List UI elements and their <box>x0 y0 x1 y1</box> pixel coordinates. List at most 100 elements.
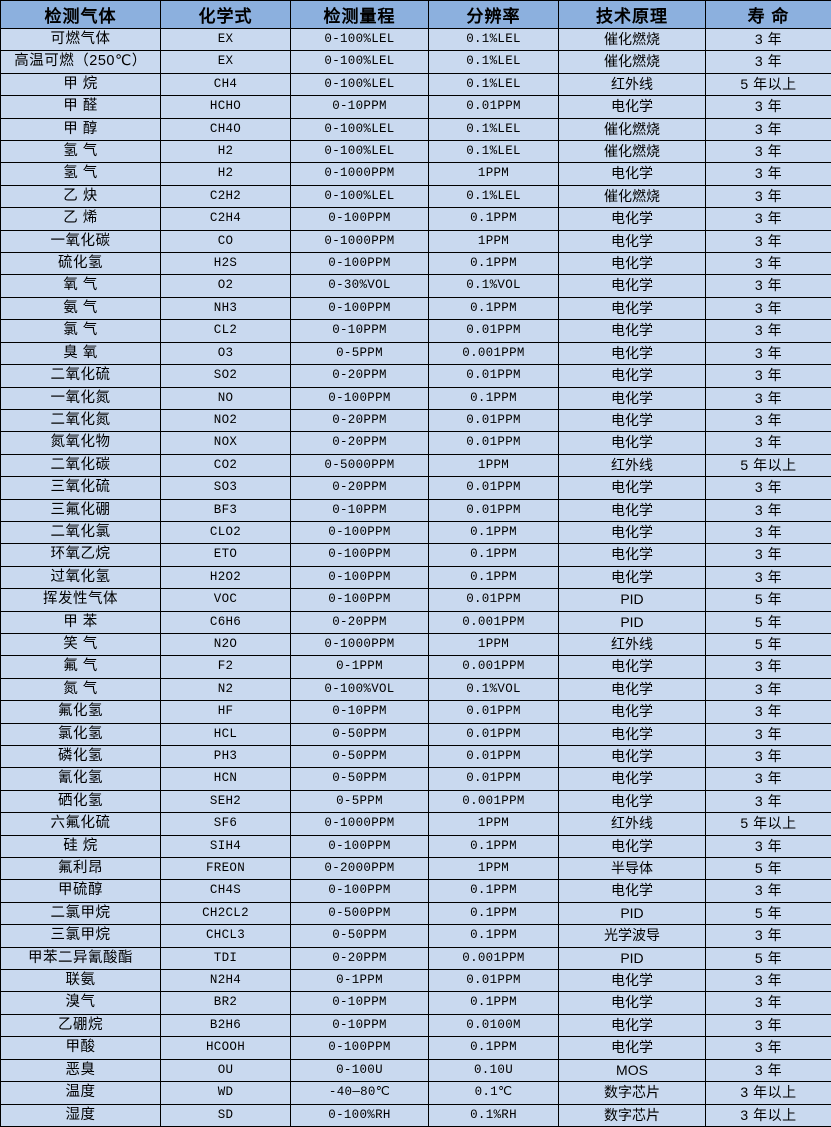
cell-resolution: 0.001PPM <box>429 342 559 364</box>
cell-life: 3 年 <box>706 656 831 678</box>
cell-principle: 电化学 <box>559 208 706 230</box>
cell-gas: 乙 烯 <box>1 208 161 230</box>
cell-resolution: 0.0100M <box>429 1014 559 1036</box>
cell-range: 0-100PPM <box>291 589 429 611</box>
cell-gas: 一氧化碳 <box>1 230 161 252</box>
cell-formula: HCHO <box>161 96 291 118</box>
cell-principle: 电化学 <box>559 499 706 521</box>
cell-life: 3 年 <box>706 230 831 252</box>
cell-principle: PID <box>559 589 706 611</box>
cell-life: 3 年 <box>706 992 831 1014</box>
cell-resolution: 0.1%LEL <box>429 51 559 73</box>
cell-resolution: 0.1PPM <box>429 521 559 543</box>
cell-range: -40—80℃ <box>291 1082 429 1104</box>
cell-life: 3 年 <box>706 387 831 409</box>
cell-formula: H2S <box>161 253 291 275</box>
cell-gas: 氧 气 <box>1 275 161 297</box>
cell-principle: 电化学 <box>559 409 706 431</box>
cell-resolution: 0.01PPM <box>429 723 559 745</box>
cell-life: 3 年 <box>706 51 831 73</box>
cell-principle: 电化学 <box>559 365 706 387</box>
cell-range: 0-1PPM <box>291 656 429 678</box>
cell-life: 3 年 <box>706 342 831 364</box>
cell-gas: 甲酸 <box>1 1037 161 1059</box>
cell-range: 0-5PPM <box>291 790 429 812</box>
cell-resolution: 0.01PPM <box>429 477 559 499</box>
cell-resolution: 0.1PPM <box>429 387 559 409</box>
cell-range: 0-10PPM <box>291 96 429 118</box>
cell-formula: CLO2 <box>161 521 291 543</box>
cell-formula: N2H4 <box>161 970 291 992</box>
cell-life: 5 年 <box>706 902 831 924</box>
cell-life: 3 年以上 <box>706 1104 831 1126</box>
cell-resolution: 0.1%LEL <box>429 141 559 163</box>
cell-formula: CO <box>161 230 291 252</box>
cell-life: 3 年 <box>706 521 831 543</box>
cell-life: 5 年 <box>706 947 831 969</box>
cell-formula: SO3 <box>161 477 291 499</box>
cell-principle: 电化学 <box>559 656 706 678</box>
cell-principle: 电化学 <box>559 230 706 252</box>
cell-range: 0-100PPM <box>291 297 429 319</box>
cell-formula: SIH4 <box>161 835 291 857</box>
cell-gas: 三氯甲烷 <box>1 925 161 947</box>
cell-formula: CH2CL2 <box>161 902 291 924</box>
cell-life: 3 年 <box>706 253 831 275</box>
cell-life: 3 年 <box>706 96 831 118</box>
cell-life: 3 年 <box>706 746 831 768</box>
cell-resolution: 0.01PPM <box>429 768 559 790</box>
cell-gas: 氢 气 <box>1 141 161 163</box>
cell-principle: 电化学 <box>559 992 706 1014</box>
cell-principle: 电化学 <box>559 163 706 185</box>
cell-range: 0-50PPM <box>291 723 429 745</box>
cell-gas: 二氧化碳 <box>1 454 161 476</box>
cell-range: 0-100%LEL <box>291 29 429 51</box>
cell-resolution: 0.001PPM <box>429 656 559 678</box>
cell-gas: 氟 气 <box>1 656 161 678</box>
cell-life: 3 年 <box>706 790 831 812</box>
cell-resolution: 0.1%VOL <box>429 678 559 700</box>
cell-life: 5 年 <box>706 633 831 655</box>
cell-resolution: 1PPM <box>429 163 559 185</box>
cell-formula: EX <box>161 29 291 51</box>
cell-life: 3 年 <box>706 432 831 454</box>
cell-gas: 乙硼烷 <box>1 1014 161 1036</box>
cell-resolution: 0.1PPM <box>429 208 559 230</box>
cell-gas: 湿度 <box>1 1104 161 1126</box>
cell-gas: 二氧化硫 <box>1 365 161 387</box>
cell-range: 0-100PPM <box>291 835 429 857</box>
cell-gas: 溴气 <box>1 992 161 1014</box>
cell-range: 0-100%LEL <box>291 141 429 163</box>
cell-principle: 电化学 <box>559 96 706 118</box>
cell-gas: 笑 气 <box>1 633 161 655</box>
cell-gas: 甲硫醇 <box>1 880 161 902</box>
cell-life: 3 年 <box>706 297 831 319</box>
cell-range: 0-10PPM <box>291 499 429 521</box>
cell-life: 5 年 <box>706 858 831 880</box>
column-header-life: 寿 命 <box>706 1 831 29</box>
cell-principle: 催化燃烧 <box>559 51 706 73</box>
cell-resolution: 1PPM <box>429 858 559 880</box>
cell-gas: 环氧乙烷 <box>1 544 161 566</box>
cell-range: 0-10PPM <box>291 1014 429 1036</box>
cell-range: 0-100U <box>291 1059 429 1081</box>
cell-principle: 电化学 <box>559 970 706 992</box>
cell-range: 0-100%LEL <box>291 185 429 207</box>
cell-formula: SEH2 <box>161 790 291 812</box>
cell-principle: 红外线 <box>559 454 706 476</box>
cell-formula: NO2 <box>161 409 291 431</box>
cell-principle: 电化学 <box>559 342 706 364</box>
cell-resolution: 0.1PPM <box>429 880 559 902</box>
cell-formula: NOX <box>161 432 291 454</box>
cell-resolution: 0.01PPM <box>429 320 559 342</box>
